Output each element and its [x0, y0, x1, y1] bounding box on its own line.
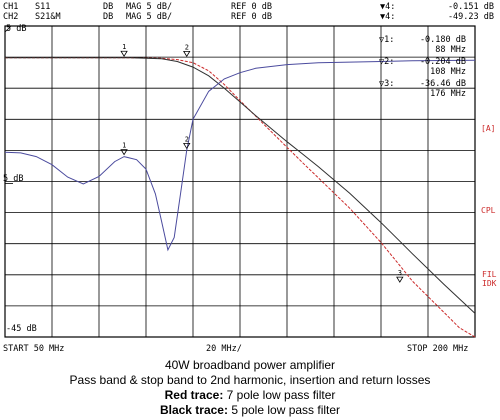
- marker-1-label: 1: [122, 142, 126, 150]
- side-label-fil: FIL: [482, 270, 497, 279]
- marker-1-symbol: ▽1:: [379, 35, 395, 45]
- ch1-marker-value: -0.151 dB: [447, 2, 494, 12]
- marker-3-label: 3: [398, 269, 402, 277]
- ch1-marker-symbol: ▼4:: [380, 2, 396, 12]
- caption-black-label: Black trace:: [159, 403, 228, 417]
- caption-red: Red trace: 7 pole low pass filter: [0, 388, 500, 402]
- ch1-scale: MAG 5 dB/: [126, 2, 173, 12]
- stop-frequency: STOP 200 MHz: [407, 344, 469, 354]
- marker-3-freq: 176 MHz: [430, 89, 466, 99]
- trace-black: [5, 57, 476, 314]
- marker-2-triangle: [183, 143, 191, 150]
- ch1-label: CH1: [3, 2, 19, 12]
- caption-red-label: Red trace:: [164, 388, 224, 402]
- ch1-format: DB: [103, 2, 114, 12]
- caption-line-2: Pass band & stop band to 2nd harmonic, i…: [69, 373, 431, 387]
- caption-line-1: 40W broadband power amplifier: [164, 358, 336, 372]
- marker-2-freq: 108 MHz: [430, 67, 466, 77]
- mid-left-scale-label: 5 dB: [3, 174, 24, 184]
- trace-blue: [4, 59, 476, 252]
- marker-2-symbol: ▽2:: [379, 57, 395, 67]
- bottom-left-scale-label: -45 dB: [6, 324, 37, 334]
- ch2-ref: REF 0 dB: [231, 12, 272, 22]
- ch2-marker-symbol: ▼4:: [380, 12, 396, 22]
- ch2-scale: MAG 5 dB/: [126, 12, 173, 22]
- marker-3-triangle: [396, 276, 404, 283]
- caption-black: Black trace: 5 pole low pass filter: [0, 403, 500, 417]
- marker-3-symbol: ▽3:: [379, 79, 395, 89]
- marker-1-label: 1: [122, 43, 126, 51]
- marker-3-value: -36.46 dB: [419, 79, 466, 89]
- ch2-format: DB: [103, 12, 114, 22]
- ch1-param: S11: [35, 2, 51, 12]
- caption-red-text: 7 pole low pass filter: [223, 388, 336, 402]
- ch1-ref: REF 0 dB: [231, 2, 272, 12]
- top-left-scale-label: 5 dB: [6, 24, 27, 34]
- start-frequency: START 50 MHz: [3, 344, 65, 354]
- marker-1-freq: 88 MHz: [435, 45, 466, 55]
- marker-2-triangle: [183, 50, 191, 58]
- reference-tick-top: [4, 25, 12, 33]
- ch2-param: S21&M: [35, 12, 61, 22]
- side-label-cpl: CPL: [481, 206, 496, 215]
- ch2-marker-value: -49.23 dB: [447, 12, 494, 22]
- marker-1-triangle: [120, 50, 128, 57]
- side-label-idk: IDK: [482, 279, 497, 288]
- ch2-label: CH2: [3, 12, 19, 22]
- marker-2-label: 2: [185, 43, 189, 51]
- caption-black-text: 5 pole low pass filter: [227, 403, 341, 417]
- marker-1-triangle: [120, 149, 128, 156]
- marker-2-value: -0.204 dB: [419, 57, 466, 67]
- span-per-division: 20 MHz/: [206, 344, 242, 354]
- marker-1-value: -0.180 dB: [419, 35, 466, 45]
- side-label-a: [A]: [481, 124, 496, 133]
- marker-2-label: 2: [185, 135, 189, 143]
